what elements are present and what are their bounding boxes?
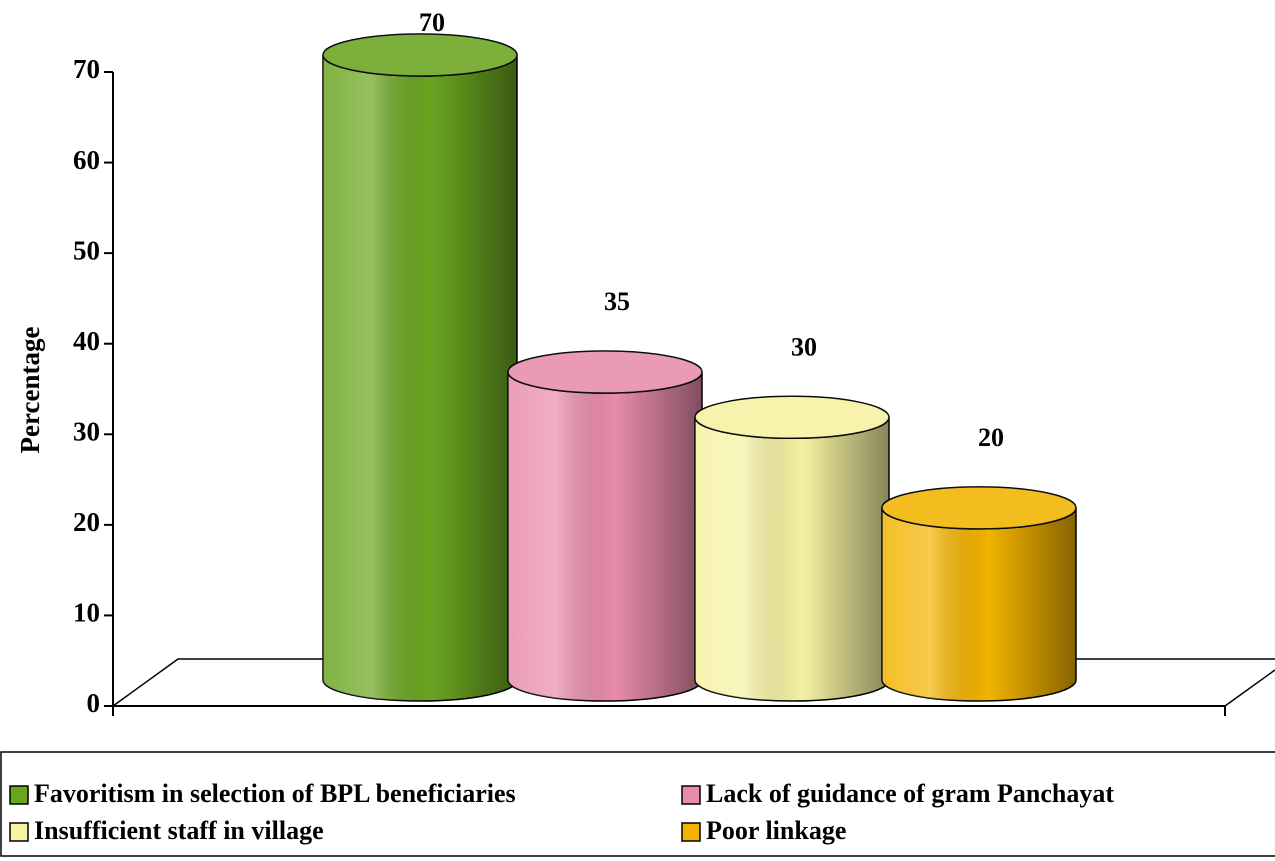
y-tick-label: 60 [73, 145, 100, 175]
cylinder-top [694, 395, 890, 440]
legend-label: Favoritism in selection of BPL beneficia… [34, 779, 516, 808]
cylinder-shade [882, 507, 1076, 701]
cylinder-shade [508, 372, 702, 701]
data-label: 70 [419, 8, 445, 37]
y-tick-label: 40 [73, 326, 100, 356]
y-tick-label: 50 [73, 235, 100, 265]
data-label: 20 [978, 423, 1004, 452]
legend-swatch [681, 822, 701, 842]
cylinder-shade [323, 55, 517, 701]
legend-swatch [681, 785, 701, 805]
legend-label: Insufficient staff in village [34, 816, 324, 845]
y-tick-label: 30 [73, 416, 100, 446]
legend-swatch [9, 822, 29, 842]
legend-label: Lack of guidance of gram Panchayat [706, 779, 1114, 808]
y-axis-label: Percentage [15, 327, 45, 454]
cylinder-top-shade [695, 396, 889, 439]
cylinder-top [507, 350, 703, 394]
y-tick-label: 70 [73, 54, 100, 84]
data-label: 35 [604, 287, 630, 316]
cylinder-top [322, 33, 518, 77]
legend [0, 751, 1275, 857]
cylinder-top [881, 486, 1077, 530]
legend-label: Poor linkage [706, 816, 846, 845]
y-tick-label: 10 [73, 598, 100, 628]
cylinder-top-shade [882, 486, 1076, 529]
cylinder-top-shade [323, 34, 517, 76]
legend-swatch [9, 785, 29, 805]
cylinder-shade [695, 417, 889, 701]
y-tick-label: 20 [73, 507, 100, 537]
cylinder-top-shade [508, 351, 702, 393]
y-tick-label: 0 [87, 688, 101, 718]
data-label: 30 [791, 332, 817, 361]
